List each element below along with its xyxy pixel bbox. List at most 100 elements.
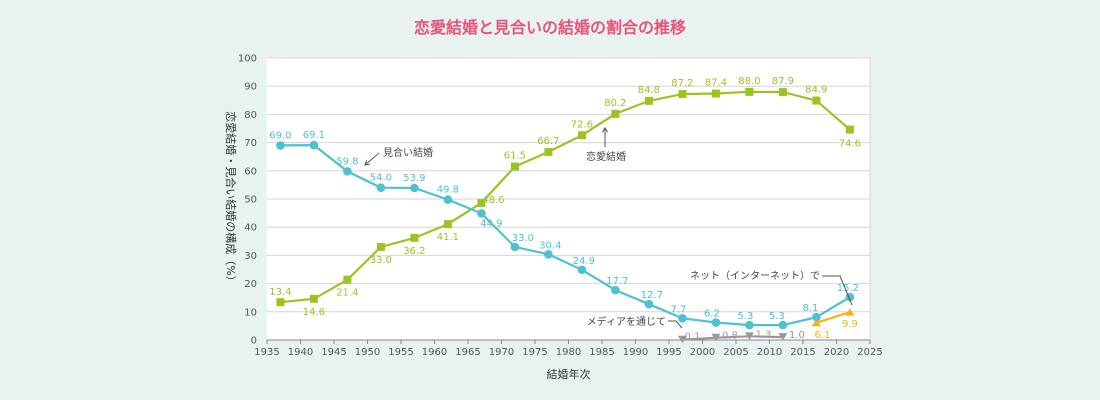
annotation-arrow-head <box>364 160 371 166</box>
data-point <box>845 125 854 134</box>
data-label: 49.8 <box>437 185 459 196</box>
data-point <box>410 183 419 193</box>
x-tick-label: 1970 <box>489 347 514 358</box>
data-label: 21.4 <box>336 288 358 299</box>
data-point <box>510 162 519 171</box>
data-point <box>811 318 821 327</box>
y-tick-label: 20 <box>244 279 257 290</box>
data-point <box>309 140 319 150</box>
series-line <box>280 143 851 327</box>
annotation-arranged: 見合い結婚 <box>383 146 433 159</box>
y-tick-label: 40 <box>244 223 257 234</box>
data-label: 6.2 <box>704 309 720 320</box>
data-label: 53.9 <box>403 173 425 184</box>
y-axis-label: 恋愛結婚・見合い結婚の構成（%） <box>224 111 238 286</box>
data-point <box>778 320 788 330</box>
data-label: 14.6 <box>303 307 325 318</box>
x-tick-label: 1945 <box>321 347 346 358</box>
data-point <box>477 209 486 218</box>
data-label: 87.2 <box>671 78 693 89</box>
data-label: 61.5 <box>504 151 526 162</box>
data-label: 33.0 <box>370 255 392 266</box>
data-point <box>812 312 821 322</box>
data-label: 1.0 <box>789 330 805 341</box>
x-tick-label: 2010 <box>757 347 782 358</box>
data-label: 9.9 <box>842 319 858 330</box>
data-label: 59.8 <box>336 156 358 167</box>
data-point <box>276 298 285 307</box>
data-point <box>611 109 620 118</box>
data-label: 0.1 <box>684 332 700 343</box>
data-label: 0.8 <box>722 331 738 342</box>
data-label: 84.9 <box>805 85 827 96</box>
data-point <box>812 96 821 105</box>
data-label: 44.9 <box>480 218 502 229</box>
data-label: 41.1 <box>437 232 459 243</box>
data-point <box>711 333 721 342</box>
data-point <box>778 333 788 341</box>
x-tick-label: 1960 <box>422 347 447 358</box>
y-tick-label: 80 <box>244 110 257 121</box>
data-point <box>276 141 285 150</box>
annotation-media: メディアを通じて <box>587 315 666 328</box>
data-point <box>376 183 386 193</box>
data-point <box>309 294 318 303</box>
data-point <box>443 195 453 204</box>
data-label: 80.2 <box>604 98 626 109</box>
y-tick-label: 30 <box>244 251 257 262</box>
data-label: 5.3 <box>769 311 785 322</box>
data-point <box>778 88 787 97</box>
data-point <box>711 89 720 98</box>
data-label: 87.9 <box>772 76 794 87</box>
data-label: 69.1 <box>303 130 325 141</box>
data-label: 8.1 <box>802 303 818 314</box>
data-label: 72.6 <box>571 119 593 130</box>
data-point <box>611 285 620 295</box>
data-label: 33.0 <box>512 233 534 244</box>
data-point <box>376 242 385 251</box>
x-tick-label: 1955 <box>388 347 413 358</box>
y-tick-label: 100 <box>238 54 257 65</box>
annotation-arrow <box>822 275 853 306</box>
annotation-arrow-head <box>601 127 609 133</box>
data-point <box>510 242 520 252</box>
data-point <box>644 299 654 309</box>
data-label: 36.2 <box>403 246 425 257</box>
data-point <box>343 167 352 176</box>
x-tick-label: 1995 <box>656 347 681 358</box>
annotation-love: 恋愛結婚 <box>586 150 626 163</box>
x-tick-label: 2005 <box>723 347 748 358</box>
x-tick-label: 1935 <box>254 347 279 358</box>
data-label: 69.0 <box>269 130 291 141</box>
series-line <box>816 311 851 324</box>
annotation-net: ネット（インターネット）で <box>690 270 820 282</box>
data-label: 1.3 <box>755 329 771 340</box>
data-label: 54.0 <box>370 173 392 184</box>
data-label: 15.2 <box>837 283 859 294</box>
data-point <box>644 96 653 105</box>
data-point <box>678 90 687 99</box>
x-tick-label: 1965 <box>455 347 480 358</box>
data-label: 88.0 <box>738 76 760 87</box>
data-label: 13.4 <box>269 287 291 298</box>
y-tick-label: 10 <box>244 307 257 318</box>
y-tick-label: 60 <box>244 166 257 177</box>
data-label: 7.7 <box>670 304 686 315</box>
series-line <box>682 335 783 341</box>
data-label: 24.9 <box>573 256 595 267</box>
x-tick-label: 1990 <box>623 347 648 358</box>
data-point <box>477 198 486 207</box>
data-point <box>410 233 419 242</box>
x-tick-label: 2020 <box>824 347 849 358</box>
x-tick-label: 1940 <box>288 347 313 358</box>
x-tick-label: 1980 <box>556 347 581 358</box>
data-label: 66.7 <box>537 136 559 147</box>
x-tick-label: 2025 <box>857 347 882 358</box>
x-tick-label: 1985 <box>589 347 614 358</box>
y-tick-label: 90 <box>244 82 257 93</box>
data-label: 6.1 <box>814 330 830 341</box>
data-point <box>677 335 687 344</box>
data-label: 74.6 <box>839 139 861 150</box>
data-point <box>544 147 553 156</box>
